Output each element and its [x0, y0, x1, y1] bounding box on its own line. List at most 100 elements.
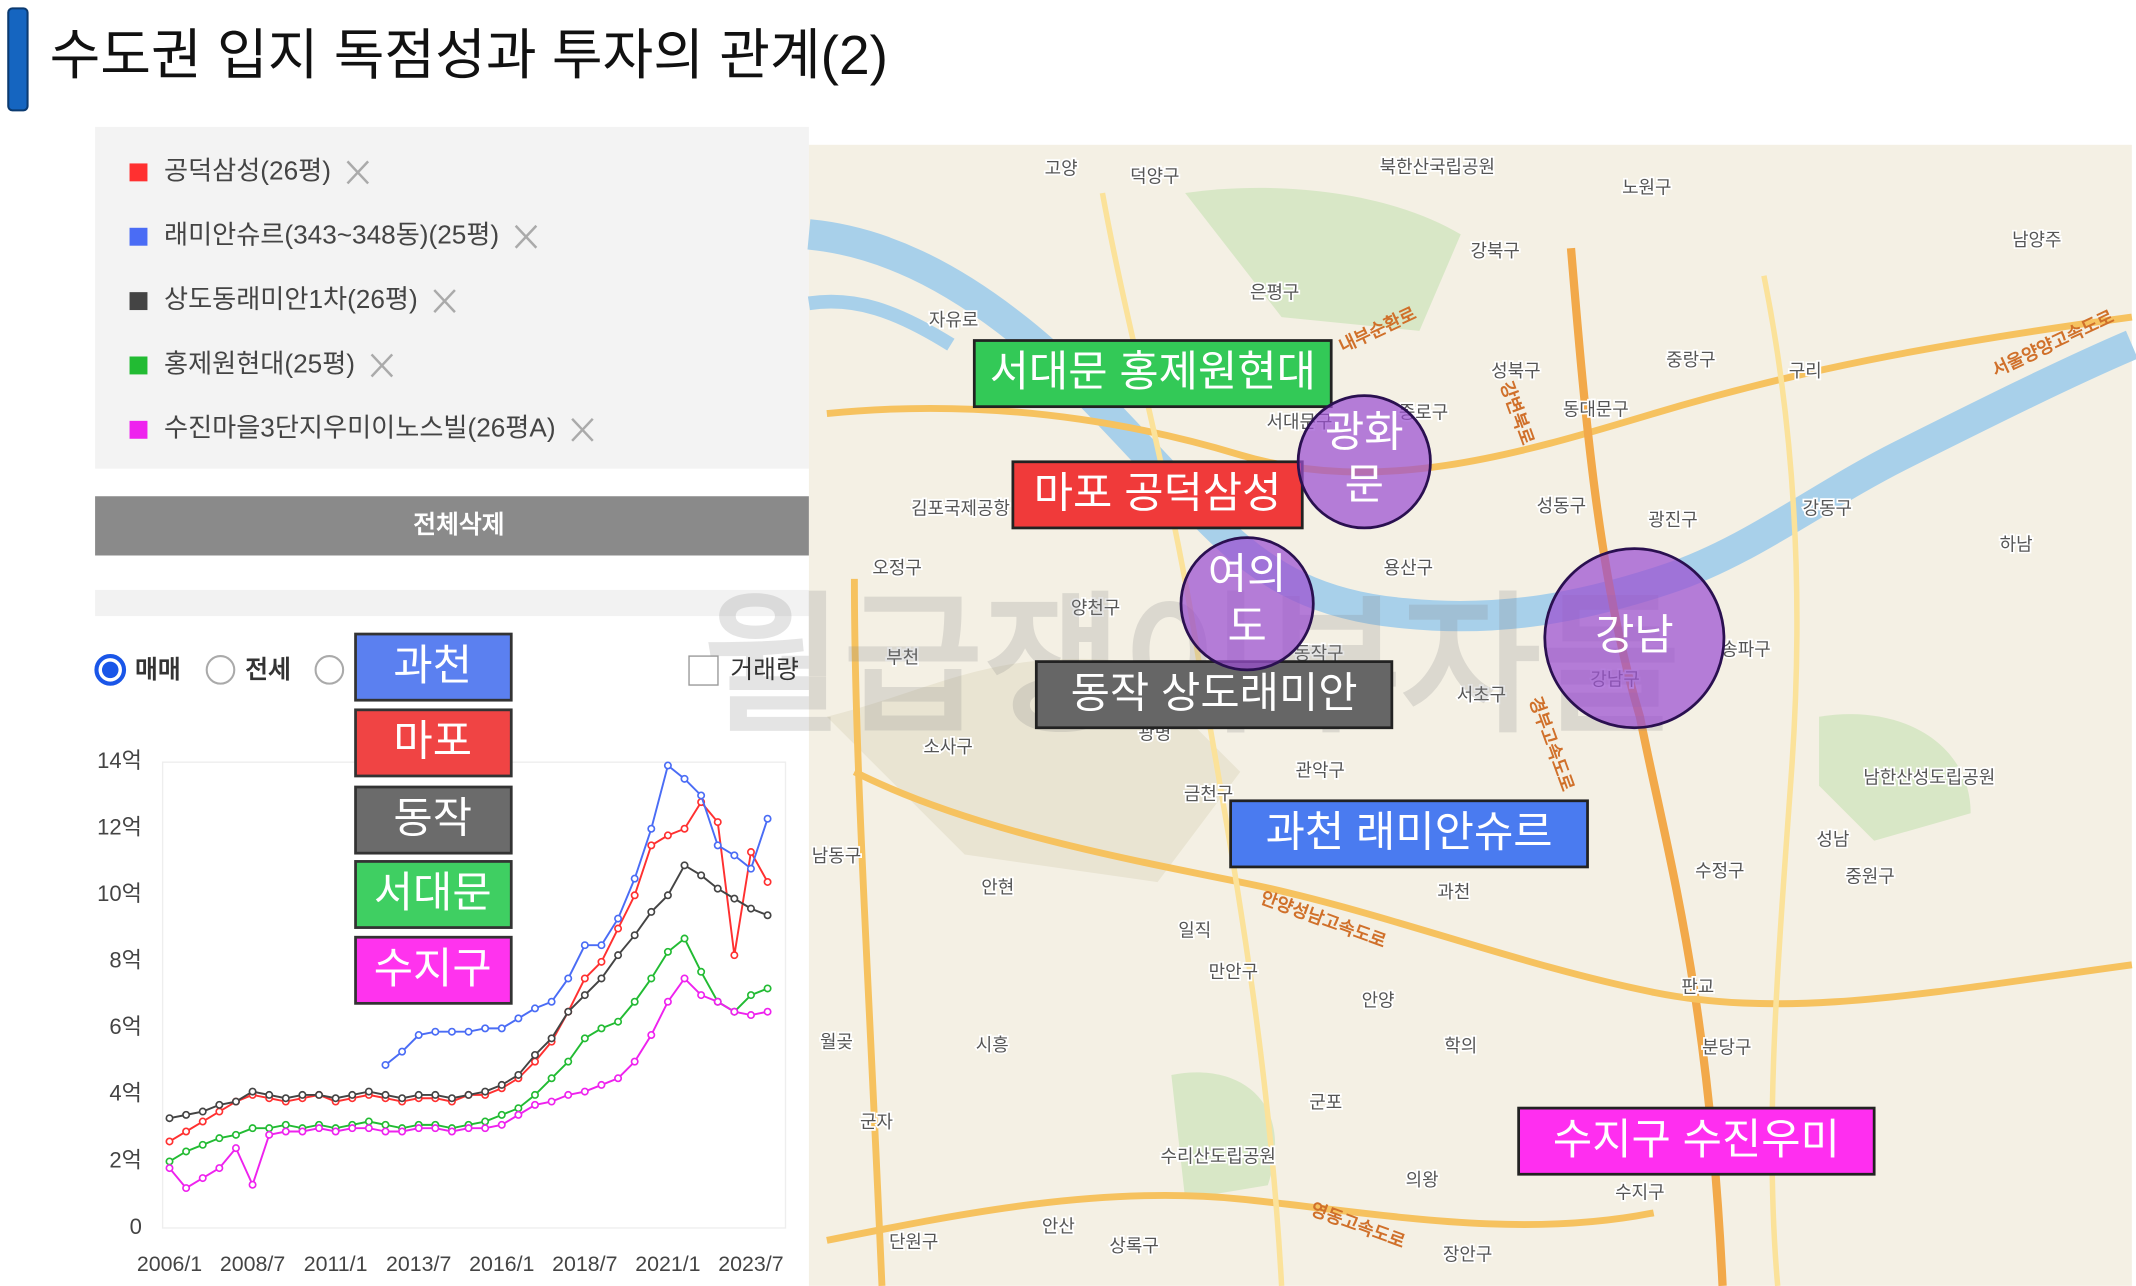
data-point: [746, 1011, 755, 1020]
legend-label: 공덕삼성(26평): [164, 155, 331, 185]
radio[interactable]: [314, 655, 345, 685]
remove-icon[interactable]: [370, 353, 394, 378]
data-point: [364, 1124, 373, 1133]
data-point: [647, 1031, 656, 1040]
data-point: [746, 991, 755, 1000]
data-point: [447, 1094, 456, 1103]
data-point: [763, 1007, 772, 1016]
place-label: 남한산성도립공원: [1863, 767, 1995, 787]
place-label: 용산구: [1384, 558, 1433, 578]
data-point: [381, 1120, 390, 1129]
data-point: [697, 871, 706, 880]
place-label: 장안구: [1443, 1244, 1492, 1264]
data-point: [564, 1057, 573, 1066]
region-tag-label: 서대문: [374, 869, 492, 917]
data-point: [547, 1074, 556, 1083]
data-point: [763, 814, 772, 823]
data-point: [414, 1090, 423, 1099]
place-label: 금천구: [1184, 784, 1233, 804]
legend-label: 수진마을3단지우미이노스빌(26평A): [164, 413, 556, 443]
place-label: 과천: [1437, 882, 1470, 902]
data-point: [530, 1057, 539, 1066]
data-point: [315, 1124, 324, 1133]
data-point: [514, 1104, 523, 1113]
data-point: [597, 1080, 606, 1089]
data-point: [713, 884, 722, 893]
legend-swatch: [129, 163, 148, 182]
place-label: 관악구: [1295, 761, 1344, 781]
x-tick-label: 2021/1: [635, 1252, 700, 1276]
data-point: [597, 1024, 606, 1033]
data-point: [647, 974, 656, 983]
data-point: [663, 761, 672, 770]
data-point: [663, 997, 672, 1006]
x-tick-label: 2006/1: [137, 1252, 202, 1276]
y-tick-label: 8억: [109, 948, 142, 973]
data-point: [680, 824, 689, 833]
clear-button-label[interactable]: 전체삭제: [413, 511, 504, 539]
data-point: [215, 1107, 224, 1116]
remove-icon[interactable]: [346, 160, 370, 185]
remove-icon[interactable]: [514, 224, 538, 249]
place-label: 동작구: [1294, 643, 1343, 663]
data-point: [182, 1127, 191, 1136]
river: [807, 219, 2136, 632]
data-point: [697, 791, 706, 800]
remove-icon[interactable]: [433, 289, 456, 313]
place-label: 시흥: [976, 1035, 1009, 1055]
place-label: 만안구: [1209, 962, 1258, 982]
data-point: [564, 1090, 573, 1099]
road: [826, 1191, 1655, 1244]
data-point: [464, 1090, 473, 1099]
region-tag: [354, 860, 513, 929]
data-point: [713, 841, 722, 850]
clear-button[interactable]: [95, 496, 809, 556]
park: [1819, 714, 1971, 841]
data-point: [497, 1110, 506, 1119]
place-label: 안산: [1042, 1217, 1075, 1237]
data-point: [381, 1090, 390, 1099]
place-label: 안양: [1362, 991, 1395, 1011]
data-point: [730, 951, 739, 960]
data-point: [298, 1127, 307, 1136]
checkbox-label: 거래량: [730, 656, 798, 684]
data-point: [713, 997, 722, 1006]
data-point: [215, 1164, 224, 1173]
title: 수도권 입지 독점성과 투자의 관계(2): [50, 24, 888, 86]
place-label: 남동구: [812, 846, 861, 866]
data-point: [713, 818, 722, 827]
label-line: 광화: [1325, 409, 1404, 457]
checkbox[interactable]: [688, 655, 719, 686]
road: [826, 313, 2133, 476]
place-label: 하남: [2000, 535, 2033, 555]
region-tag: [354, 935, 513, 1005]
data-point: [481, 1117, 490, 1126]
data-point: [614, 951, 623, 960]
legend-label: 래미안슈르(343~348동)(25평): [164, 220, 499, 250]
data-point: [381, 1127, 390, 1136]
legend-panel: [95, 126, 809, 469]
area-circle: [1543, 547, 1726, 730]
data-point: [564, 1007, 573, 1016]
data-point: [248, 1124, 257, 1133]
data-point: [298, 1090, 307, 1099]
data-point: [398, 1047, 407, 1056]
y-tick-label: 4억: [109, 1081, 142, 1106]
data-point: [697, 967, 706, 976]
remove-icon[interactable]: [571, 417, 594, 442]
legend-swatch: [129, 227, 148, 246]
data-point: [281, 1094, 290, 1103]
map-label: 서대문 홍제원현대: [990, 348, 1316, 396]
data-point: [497, 1080, 506, 1089]
data-point: [597, 941, 606, 950]
data-point: [580, 974, 589, 983]
place-label: 중원구: [1845, 867, 1894, 887]
x-tick-label: 2011/1: [304, 1252, 368, 1276]
region-tag-label: 동작: [393, 795, 472, 843]
area-circle: [1296, 394, 1432, 530]
place-label: 학의: [1444, 1036, 1477, 1056]
data-point: [497, 1120, 506, 1129]
area-circle-label: 강남: [1595, 611, 1674, 659]
radio[interactable]: [205, 655, 236, 685]
place-label: 판교: [1681, 977, 1714, 997]
